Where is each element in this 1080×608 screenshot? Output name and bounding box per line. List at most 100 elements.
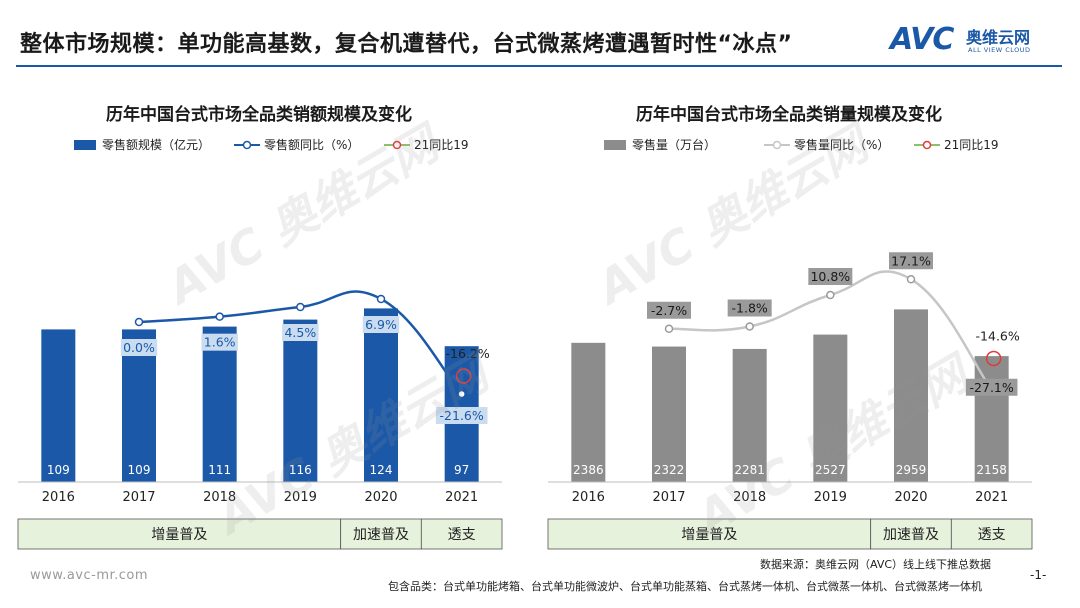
- legend-bar-label: 零售量（万台）: [632, 137, 716, 152]
- yoy-point-2018: [215, 312, 224, 321]
- yoy-label: -1.8%: [732, 301, 768, 316]
- x-tick-label: 2021: [445, 490, 478, 505]
- phase-box: [420, 518, 503, 550]
- x-tick-label: 2020: [364, 490, 397, 505]
- bar-value-label: 116: [289, 463, 312, 477]
- avc-logo: AVC 奥维云网 ALL VIEW CLOUD: [890, 22, 1060, 62]
- yoy-label: 6.9%: [365, 317, 397, 332]
- bar-value-label: 109: [47, 463, 70, 477]
- included-categories: 包含品类：台式单功能烤箱、台式单功能微波炉、台式单功能蒸箱、台式蒸烤一体机、台式…: [388, 580, 982, 593]
- yoy-point-2017: [664, 324, 674, 333]
- bar-2021: [974, 356, 1009, 482]
- phase-label: 加速普及: [883, 527, 939, 543]
- yoy-label: 4.5%: [284, 325, 316, 340]
- x-tick-label: 2018: [203, 490, 236, 505]
- annotation-circle: [985, 350, 1002, 367]
- bar-2019: [813, 334, 848, 482]
- yoy-label: -2.7%: [651, 303, 687, 318]
- bar-2019: [283, 319, 318, 482]
- phase-label: 增量普及: [151, 527, 207, 543]
- yoy-label-box: [435, 407, 488, 424]
- bar-value-label: 2281: [734, 463, 765, 477]
- yoy-point-2019: [296, 302, 305, 312]
- legend-marker-label: 21同比19: [414, 138, 469, 152]
- bar-value-label: 2959: [896, 463, 927, 477]
- chart-title: 历年中国台式市场全品类销量规模及变化: [636, 104, 942, 125]
- yoy-label: -27.1%: [970, 380, 1014, 395]
- legend-line-label: 零售量同比（%）: [794, 137, 889, 152]
- page-number: -1-: [1030, 568, 1047, 582]
- yoy-label-box: [808, 268, 853, 285]
- x-tick-label: 2016: [42, 490, 75, 505]
- data-source: 数据来源：奥维云网（AVC）线上线下推总数据: [760, 558, 992, 571]
- legend-marker-circle: [392, 140, 402, 150]
- yoy-point-2019: [826, 290, 835, 300]
- yoy-point-2020: [906, 275, 916, 284]
- phase-box: [340, 518, 422, 550]
- yoy-label-box: [965, 378, 1018, 396]
- yoy-label-box: [727, 299, 772, 317]
- bar-value-label: 2322: [654, 463, 685, 477]
- x-tick-label: 2021: [975, 490, 1008, 505]
- annotation-label: -16.2%: [446, 346, 490, 361]
- x-tick-label: 2016: [572, 490, 605, 505]
- phase-box: [950, 518, 1033, 550]
- bar-value-label: 97: [454, 463, 469, 477]
- annotation-circle: [455, 368, 472, 384]
- bar-2020: [364, 308, 398, 482]
- x-tick-label: 2017: [652, 490, 685, 505]
- legend-bar-swatch: [604, 140, 626, 150]
- yoy-label-box: [120, 339, 158, 356]
- x-tick-label: 2017: [122, 490, 155, 505]
- yoy-label-box: [889, 252, 933, 270]
- bar-2020: [894, 309, 928, 482]
- yoy-point-2021: [457, 389, 466, 399]
- bar-2018: [732, 348, 767, 482]
- phase-label: 透支: [978, 527, 1006, 543]
- bar-value-label: 109: [128, 463, 151, 477]
- yoy-label-box: [201, 333, 238, 351]
- bar-value-label: 2527: [815, 463, 846, 477]
- yoy-point-2017: [134, 317, 144, 327]
- bar-2018: [202, 326, 237, 482]
- yoy-label-box: [647, 301, 691, 319]
- yoy-label: 0.0%: [123, 340, 155, 355]
- footer-url: www.avc-mr.com: [30, 568, 149, 583]
- phase-box: [547, 518, 872, 550]
- bar-2016: [571, 342, 606, 482]
- phase-box: [870, 518, 952, 550]
- chart-title: 历年中国台式市场全品类销额规模及变化: [106, 104, 412, 125]
- legend-marker-label: 21同比19: [944, 138, 999, 152]
- yoy-point-2020: [376, 294, 386, 304]
- legend-marker-circle: [922, 140, 932, 150]
- yoy-line: [138, 290, 463, 395]
- x-tick-label: 2019: [284, 490, 317, 505]
- annotation-label: -14.6%: [976, 329, 1020, 344]
- phase-label: 透支: [448, 527, 476, 543]
- legend-line-marker: [242, 140, 252, 150]
- legend-line-marker: [772, 140, 782, 150]
- x-tick-label: 2020: [894, 490, 927, 505]
- yoy-label: 17.1%: [891, 253, 931, 268]
- logo-mark: AVC: [890, 22, 954, 57]
- bar-2017: [652, 346, 686, 482]
- yoy-point-2018: [745, 322, 754, 331]
- bar-value-label: 124: [370, 463, 393, 477]
- header-rule: [16, 65, 1062, 67]
- legend-bar-label: 零售额规模（亿元）: [102, 137, 210, 152]
- logo-en-text: ALL VIEW CLOUD: [968, 46, 1031, 54]
- yoy-label: 1.6%: [204, 335, 236, 350]
- yoy-label-box: [282, 324, 319, 341]
- legend-bar-swatch: [74, 140, 96, 150]
- yoy-label-box: [362, 316, 400, 333]
- page-title: 整体市场规模：单功能高基数，复合机遭替代，台式微蒸烤遭遇暂时性“冰点”: [20, 32, 793, 57]
- yoy-line: [668, 270, 993, 391]
- phase-label: 增量普及: [681, 527, 737, 543]
- bar-value-label: 111: [208, 463, 231, 477]
- bar-value-label: 2158: [976, 463, 1007, 477]
- legend-line-label: 零售额同比（%）: [264, 137, 359, 152]
- bar-2016: [41, 329, 76, 482]
- phase-box: [17, 518, 342, 550]
